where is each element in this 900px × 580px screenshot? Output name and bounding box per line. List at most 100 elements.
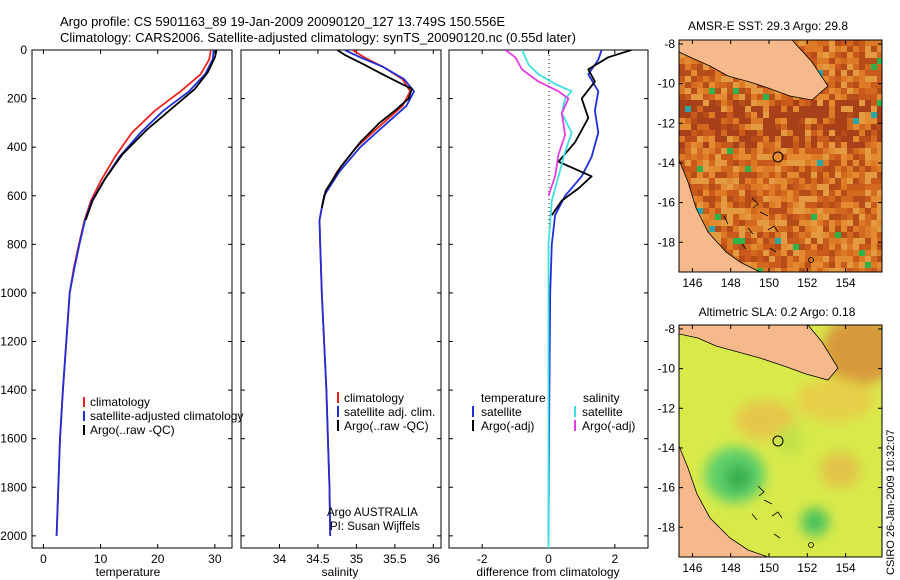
sst-cell: [703, 202, 709, 208]
sst-cell: [721, 172, 727, 178]
sst-cell: [817, 250, 823, 256]
sst-cell: [835, 268, 841, 272]
sst-cell: [859, 262, 865, 268]
sst-cell: [757, 166, 763, 172]
sst-cell: [763, 100, 769, 106]
sst-cell: [793, 178, 799, 184]
sla-reefs: [751, 485, 783, 539]
sst-cell: [721, 166, 727, 172]
sst-cell: [805, 130, 811, 136]
sst-cell: [853, 76, 859, 82]
sst-cell: [715, 190, 721, 196]
sst-cell: [811, 166, 817, 172]
map-y-tick-label: -16: [658, 196, 676, 210]
sst-cell: [865, 118, 871, 124]
y-tick-label: 1400: [0, 383, 27, 397]
sst-cell: [859, 82, 865, 88]
sst-cell: [817, 124, 823, 130]
sst-cell: [877, 58, 882, 64]
sst-cell: [745, 184, 751, 190]
sst-cell: [799, 160, 805, 166]
sst-cell: [781, 250, 787, 256]
sst-cell: [745, 220, 751, 226]
sst-cell: [787, 196, 793, 202]
sst-cell: [733, 184, 739, 190]
sst-cell: [817, 220, 823, 226]
sst-cell: [781, 142, 787, 148]
sst-cell: [817, 142, 823, 148]
sst-cell: [811, 118, 817, 124]
sst-cell: [781, 94, 787, 100]
sst-cell: [829, 64, 835, 70]
sst-cell: [853, 52, 859, 58]
sst-cell: [763, 238, 769, 244]
pi-label: PI: Susan Wijffels: [330, 521, 420, 533]
sst-cell: [841, 118, 847, 124]
sst-cell: [715, 184, 721, 190]
sst-cell: [853, 160, 859, 166]
sst-cell: [865, 256, 871, 262]
sst-cell: [691, 82, 697, 88]
sst-cell: [727, 124, 733, 130]
sst-cell: [691, 64, 697, 70]
sst-cell: [793, 160, 799, 166]
sst-cell: [715, 226, 721, 232]
sst-cell: [781, 238, 787, 244]
sst-cell: [853, 238, 859, 244]
legend-salinity-heading: salinity: [583, 391, 620, 405]
sst-cell: [733, 190, 739, 196]
map-x-tick-label: 150: [759, 561, 779, 575]
sst-argo-marker: [772, 151, 784, 163]
sst-cell: [787, 268, 793, 272]
sst-cell: [763, 142, 769, 148]
sst-cell: [685, 88, 691, 94]
map-y-tick-label: -14: [658, 441, 676, 455]
sst-cell: [835, 142, 841, 148]
sst-cell: [691, 160, 697, 166]
sst-cell: [763, 262, 769, 268]
sst-cell: [697, 154, 703, 160]
sst-cell: [721, 196, 727, 202]
sst-cell: [781, 130, 787, 136]
sst-cell: [703, 82, 709, 88]
sst-cell: [769, 202, 775, 208]
sst-cell: [739, 106, 745, 112]
sst-cell: [727, 232, 733, 238]
sst-cell: [781, 268, 787, 272]
sst-cell: [859, 148, 865, 154]
sst-cell: [853, 244, 859, 250]
sst-cell: [721, 160, 727, 166]
sst-cell: [691, 124, 697, 130]
sst-cell: [697, 148, 703, 154]
sst-cell: [715, 112, 721, 118]
sst-cell: [709, 214, 715, 220]
figure-title-line2: Climatology: CARS2006. Satellite-adjuste…: [60, 30, 576, 45]
sst-cell: [847, 52, 853, 58]
y-tick-label: 1800: [0, 480, 27, 494]
sst-cell: [877, 268, 882, 272]
sst-cell: [841, 64, 847, 70]
sst-cell: [751, 208, 757, 214]
sst-cell: [799, 166, 805, 172]
sst-cell: [769, 94, 775, 100]
sst-cell: [817, 118, 823, 124]
sst-cell: [793, 184, 799, 190]
sst-cell: [793, 112, 799, 118]
sst-cell: [799, 244, 805, 250]
sst-cell: [865, 154, 871, 160]
sst-cell: [751, 160, 757, 166]
sst-cell: [865, 142, 871, 148]
sst-cell: [859, 184, 865, 190]
sst-cell: [787, 112, 793, 118]
sst-cell: [751, 124, 757, 130]
sst-cell: [805, 238, 811, 244]
sst-cell: [829, 82, 835, 88]
sst-cell: [739, 256, 745, 262]
sst-cell: [745, 256, 751, 262]
sst-cell: [757, 244, 763, 250]
sst-cell: [763, 148, 769, 154]
sst-cell: [703, 178, 709, 184]
sst-cell: [865, 196, 871, 202]
sst-cell: [841, 154, 847, 160]
sst-cell: [787, 106, 793, 112]
